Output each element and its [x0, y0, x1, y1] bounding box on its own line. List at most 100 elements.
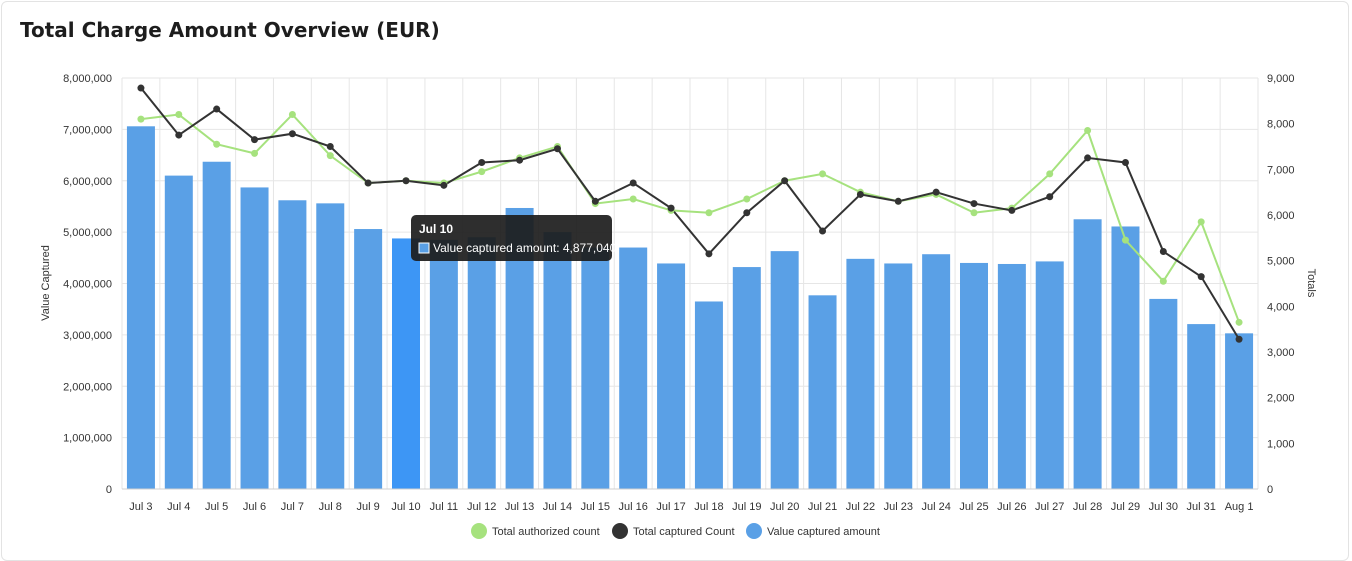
bar[interactable]: [467, 237, 496, 489]
bar[interactable]: [922, 254, 951, 489]
bar[interactable]: [316, 203, 345, 490]
y2-tick-label: 2,000: [1267, 393, 1295, 405]
y2-tick-label: 6,000: [1267, 210, 1295, 222]
legend-label: Value captured amount: [767, 526, 880, 538]
data-point[interactable]: [629, 195, 637, 203]
data-point[interactable]: [1197, 218, 1205, 226]
data-point[interactable]: [1121, 236, 1129, 244]
data-point[interactable]: [402, 177, 410, 185]
data-point[interactable]: [1084, 127, 1092, 135]
data-point[interactable]: [894, 197, 902, 205]
page-title: Total Charge Amount Overview (EUR): [20, 18, 440, 42]
x-tick-label: Jul 8: [319, 501, 342, 513]
data-point[interactable]: [591, 197, 599, 205]
x-tick-label: Jul 16: [619, 501, 648, 513]
data-point[interactable]: [326, 152, 334, 160]
bar[interactable]: [1073, 219, 1102, 489]
data-point[interactable]: [251, 136, 259, 144]
bar[interactable]: [1035, 261, 1064, 489]
data-point[interactable]: [137, 115, 145, 123]
bar[interactable]: [392, 238, 420, 489]
data-point[interactable]: [629, 179, 637, 187]
bar[interactable]: [770, 251, 799, 489]
data-point[interactable]: [213, 140, 221, 148]
data-point[interactable]: [1046, 170, 1054, 178]
data-point[interactable]: [553, 145, 561, 153]
data-point[interactable]: [516, 156, 524, 164]
bar[interactable]: [960, 262, 988, 489]
y-tick-label: 1,000,000: [63, 433, 112, 445]
bar[interactable]: [846, 258, 875, 489]
bar[interactable]: [619, 247, 648, 489]
x-tick-label: Jul 24: [921, 501, 950, 513]
bar[interactable]: [732, 267, 761, 489]
data-point[interactable]: [743, 195, 751, 203]
bar[interactable]: [1187, 324, 1216, 489]
legend-marker[interactable]: [471, 523, 487, 539]
bar[interactable]: [240, 187, 269, 489]
data-point[interactable]: [251, 149, 259, 157]
data-point[interactable]: [288, 111, 296, 119]
y2-tick-label: 4,000: [1267, 301, 1295, 313]
data-point[interactable]: [1235, 335, 1243, 343]
bar[interactable]: [808, 295, 837, 489]
data-point[interactable]: [1159, 248, 1167, 256]
data-point[interactable]: [137, 84, 145, 92]
bar[interactable]: [884, 263, 913, 489]
data-point[interactable]: [478, 168, 486, 176]
bar[interactable]: [997, 263, 1026, 489]
x-tick-label: Jul 20: [770, 501, 799, 513]
bar[interactable]: [543, 232, 572, 489]
data-point[interactable]: [364, 179, 372, 187]
data-point[interactable]: [970, 200, 978, 208]
bar[interactable]: [354, 229, 383, 490]
data-point[interactable]: [1197, 273, 1205, 281]
x-tick-label: Jul 12: [467, 501, 496, 513]
bar[interactable]: [126, 126, 155, 489]
x-tick-label: Jul 5: [205, 501, 228, 513]
x-tick-label: Jul 4: [167, 501, 190, 513]
bar[interactable]: [278, 200, 307, 489]
data-point[interactable]: [1046, 193, 1054, 201]
data-point[interactable]: [819, 227, 827, 235]
data-point[interactable]: [705, 250, 713, 258]
data-point[interactable]: [1121, 158, 1129, 166]
data-point[interactable]: [705, 209, 713, 217]
x-tick-label: Jul 18: [694, 501, 723, 513]
data-point[interactable]: [175, 111, 183, 119]
bar[interactable]: [581, 247, 610, 489]
data-point[interactable]: [326, 143, 334, 150]
data-point[interactable]: [932, 188, 940, 196]
bar[interactable]: [694, 301, 723, 489]
data-point[interactable]: [440, 181, 448, 189]
y2-tick-label: 1,000: [1267, 438, 1295, 450]
data-point[interactable]: [1235, 318, 1243, 326]
tooltip: Jul 10 Value captured amount: 4,877,040: [411, 215, 617, 261]
data-point[interactable]: [743, 209, 751, 217]
bar[interactable]: [1225, 333, 1254, 489]
data-point[interactable]: [1008, 206, 1016, 214]
bar[interactable]: [1111, 226, 1140, 489]
data-point[interactable]: [819, 170, 827, 178]
legend-marker[interactable]: [746, 523, 762, 539]
data-point[interactable]: [1084, 154, 1092, 162]
bar[interactable]: [1149, 298, 1178, 489]
data-point[interactable]: [970, 209, 978, 217]
data-point[interactable]: [213, 105, 221, 113]
data-point[interactable]: [667, 204, 675, 212]
data-point[interactable]: [478, 158, 486, 166]
bar[interactable]: [164, 175, 193, 490]
data-point[interactable]: [175, 131, 183, 139]
bar[interactable]: [429, 239, 458, 489]
data-point[interactable]: [1159, 277, 1167, 285]
x-tick-label: Jul 28: [1073, 501, 1102, 513]
legend-marker[interactable]: [612, 523, 628, 539]
tooltip-label: Value captured amount: 4,877,040: [433, 241, 617, 255]
data-point[interactable]: [856, 190, 864, 198]
grid-lines: [121, 77, 1259, 490]
bar[interactable]: [202, 161, 231, 489]
data-point[interactable]: [288, 130, 296, 138]
bar[interactable]: [657, 263, 686, 489]
data-point[interactable]: [781, 177, 789, 185]
y2-tick-label: 5,000: [1267, 256, 1295, 268]
